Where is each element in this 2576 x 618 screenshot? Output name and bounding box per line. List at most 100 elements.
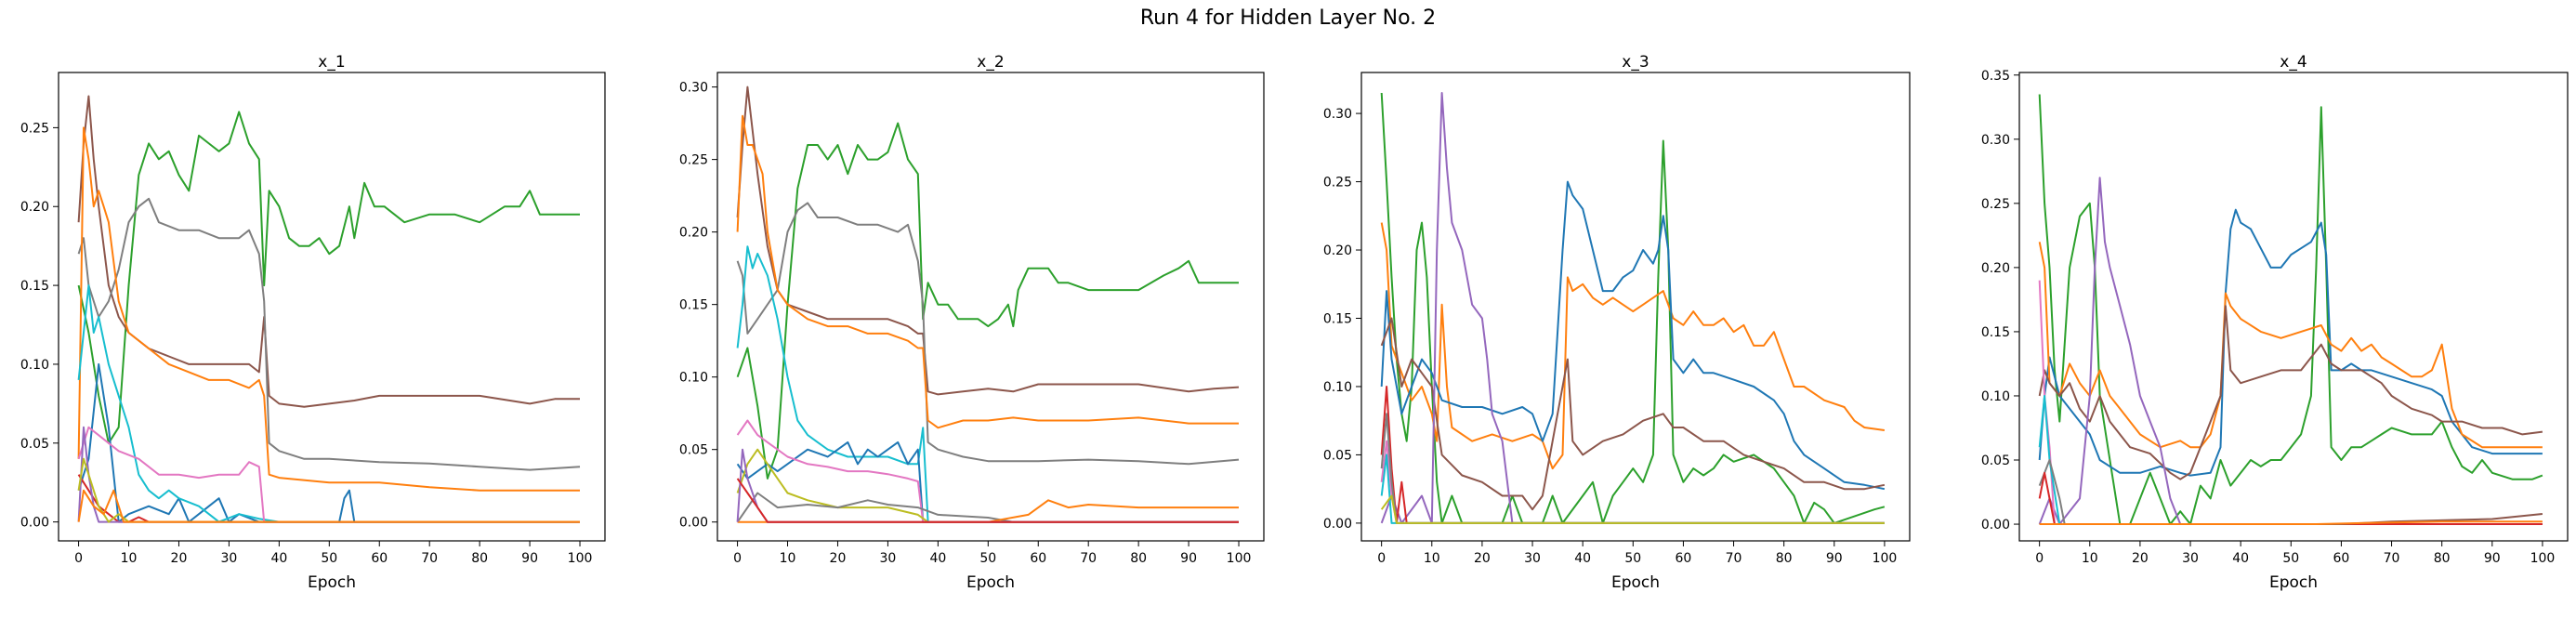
series-line-5	[1380, 92, 1885, 524]
x-tick-label: 40	[270, 551, 287, 566]
x-tick-label: 90	[2484, 551, 2501, 566]
x-tick-label: 10	[1424, 551, 1440, 566]
figure-suptitle: Run 4 for Hidden Layer No. 2	[1140, 7, 1436, 30]
series-line-6	[736, 440, 1239, 523]
series-line-7	[736, 419, 1239, 523]
y-tick-label: 0.20	[1323, 243, 1352, 258]
series-line-2	[2038, 208, 2543, 477]
series-line-12	[736, 478, 1239, 523]
y-tick-label: 0.05	[679, 443, 708, 458]
x-tick-label: 20	[830, 551, 847, 566]
series-line-4	[2038, 305, 2543, 480]
x-axis-label: Epoch	[2269, 573, 2318, 592]
axes-frame	[2018, 72, 2569, 542]
x-tick-label: 30	[2182, 551, 2199, 566]
series-line-3	[2038, 242, 2543, 449]
series-line-10	[2039, 513, 2543, 525]
x-tick-label: 30	[879, 551, 896, 566]
series-line-4	[1380, 317, 1886, 511]
y-tick-label: 0.10	[1981, 389, 2010, 404]
chart-title: x_2	[977, 53, 1004, 72]
y-tick-label: 0.10	[1323, 380, 1352, 395]
x-tick-label: 0	[733, 551, 742, 566]
x-tick-label: 40	[1574, 551, 1591, 566]
series-line-4	[736, 114, 1239, 429]
chart-title: x_1	[318, 53, 345, 72]
y-tick-label: 0.00	[1981, 518, 2010, 533]
series-group	[77, 95, 581, 523]
x-tick-label: 70	[1080, 551, 1097, 566]
series-line-7	[2038, 395, 2543, 525]
y-tick-label: 0.00	[20, 516, 49, 531]
x-tick-label: 10	[121, 551, 138, 566]
y-tick-label: 0.25	[679, 153, 708, 168]
y-tick-label: 0.30	[1323, 107, 1352, 122]
x-tick-label: 100	[1873, 551, 1898, 566]
y-tick-label: 0.25	[1981, 197, 2010, 212]
series-line-2	[736, 85, 1240, 396]
y-tick-label: 0.25	[1323, 176, 1352, 191]
x-tick-label: 70	[2384, 551, 2400, 566]
x-tick-label: 60	[2333, 551, 2350, 566]
y-tick-label: 0.00	[679, 516, 708, 531]
y-tick-label: 0.00	[1323, 517, 1352, 532]
x-tick-label: 100	[1227, 551, 1252, 566]
x-tick-label: 50	[1624, 551, 1641, 566]
x-axis-label: Epoch	[308, 573, 356, 592]
x-tick-label: 40	[929, 551, 946, 566]
x-axis-label: Epoch	[1611, 573, 1660, 592]
chart-title: x_3	[1622, 53, 1649, 72]
series-line-2	[77, 95, 580, 408]
x-tick-label: 90	[521, 551, 538, 566]
y-tick-label: 0.15	[1981, 325, 2010, 340]
x-tick-label: 20	[2132, 551, 2149, 566]
series-line-1	[77, 111, 580, 444]
x-tick-label: 100	[568, 551, 593, 566]
y-tick-label: 0.05	[1323, 448, 1352, 463]
axes-frame	[1360, 72, 1911, 542]
y-tick-label: 0.30	[679, 81, 708, 96]
y-tick-label: 0.20	[679, 226, 708, 241]
axes-frame	[58, 72, 606, 542]
series-line-4	[77, 126, 580, 492]
x-tick-label: 60	[1676, 551, 1692, 566]
y-tick-label: 0.35	[1981, 69, 2010, 84]
series-line-5	[736, 245, 1239, 523]
y-tick-label: 0.15	[1323, 311, 1352, 326]
x-tick-label: 80	[1776, 551, 1793, 566]
x-tick-label: 40	[2232, 551, 2249, 566]
y-tick-label: 0.10	[679, 371, 708, 386]
series-line-3	[77, 197, 581, 471]
y-tick-label: 0.15	[20, 279, 49, 294]
series-line-10	[737, 499, 1239, 523]
y-tick-label: 0.15	[679, 298, 708, 313]
x-tick-label: 50	[979, 551, 996, 566]
series-line-6	[77, 284, 580, 523]
series-line-10	[1380, 494, 1885, 524]
axes-frame	[716, 72, 1265, 542]
series-line-7	[77, 426, 580, 523]
x-tick-label: 60	[1030, 551, 1046, 566]
series-line-1	[2038, 94, 2543, 525]
y-tick-label: 0.05	[1981, 454, 2010, 468]
x-tick-label: 80	[2434, 551, 2451, 566]
series-line-5	[2038, 177, 2543, 525]
chart-title: x_4	[2280, 53, 2307, 72]
x-tick-label: 0	[1377, 551, 1386, 566]
y-tick-label: 0.20	[1981, 261, 2010, 276]
x-tick-label: 70	[1726, 551, 1742, 566]
series-line-1	[1380, 92, 1886, 524]
series-line-6	[1380, 386, 1885, 524]
chart-panel-2: 0 10 20 30 40 50 60 70 80 90 100 0.00 0.05 0.10 0.15 0.…	[679, 53, 1265, 592]
series-line-9	[2038, 471, 2543, 525]
series-line-5	[77, 362, 580, 523]
series-line-3	[736, 202, 1240, 466]
x-tick-label: 30	[220, 551, 237, 566]
y-tick-label: 0.20	[20, 200, 49, 215]
x-tick-label: 30	[1524, 551, 1541, 566]
y-tick-label: 0.05	[20, 437, 49, 452]
x-tick-label: 10	[780, 551, 796, 566]
series-line-1	[736, 122, 1239, 480]
series-group	[2038, 94, 2543, 525]
